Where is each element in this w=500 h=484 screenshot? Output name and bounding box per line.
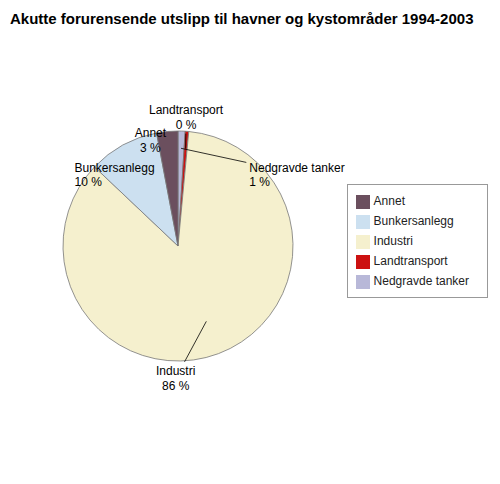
html-text:Landtransport: Landtransport bbox=[149, 103, 224, 118]
svg-text:Industri86 %: Industri86 % bbox=[156, 364, 195, 392]
svg-text:Nedgravde tanker1 %: Nedgravde tanker1 % bbox=[249, 161, 344, 189]
html-text:Akutte forurensende utslipp ti: Akutte forurensende utslipp til havner o… bbox=[10, 10, 474, 27]
svg-text:Annet3 %: Annet3 % bbox=[135, 126, 167, 154]
html-text:Industri: Industri bbox=[373, 234, 413, 248]
html-text:Annet: Annet bbox=[373, 194, 405, 208]
html-text:Nedgravde tanker: Nedgravde tanker bbox=[373, 274, 469, 288]
html-text:Bunkersanlegg: Bunkersanlegg bbox=[373, 214, 454, 228]
html-text:Landtransport: Landtransport bbox=[373, 254, 448, 268]
svg-text:Bunkersanlegg10 %: Bunkersanlegg10 % bbox=[75, 161, 155, 189]
html-text:0 %: 0 % bbox=[175, 117, 197, 132]
